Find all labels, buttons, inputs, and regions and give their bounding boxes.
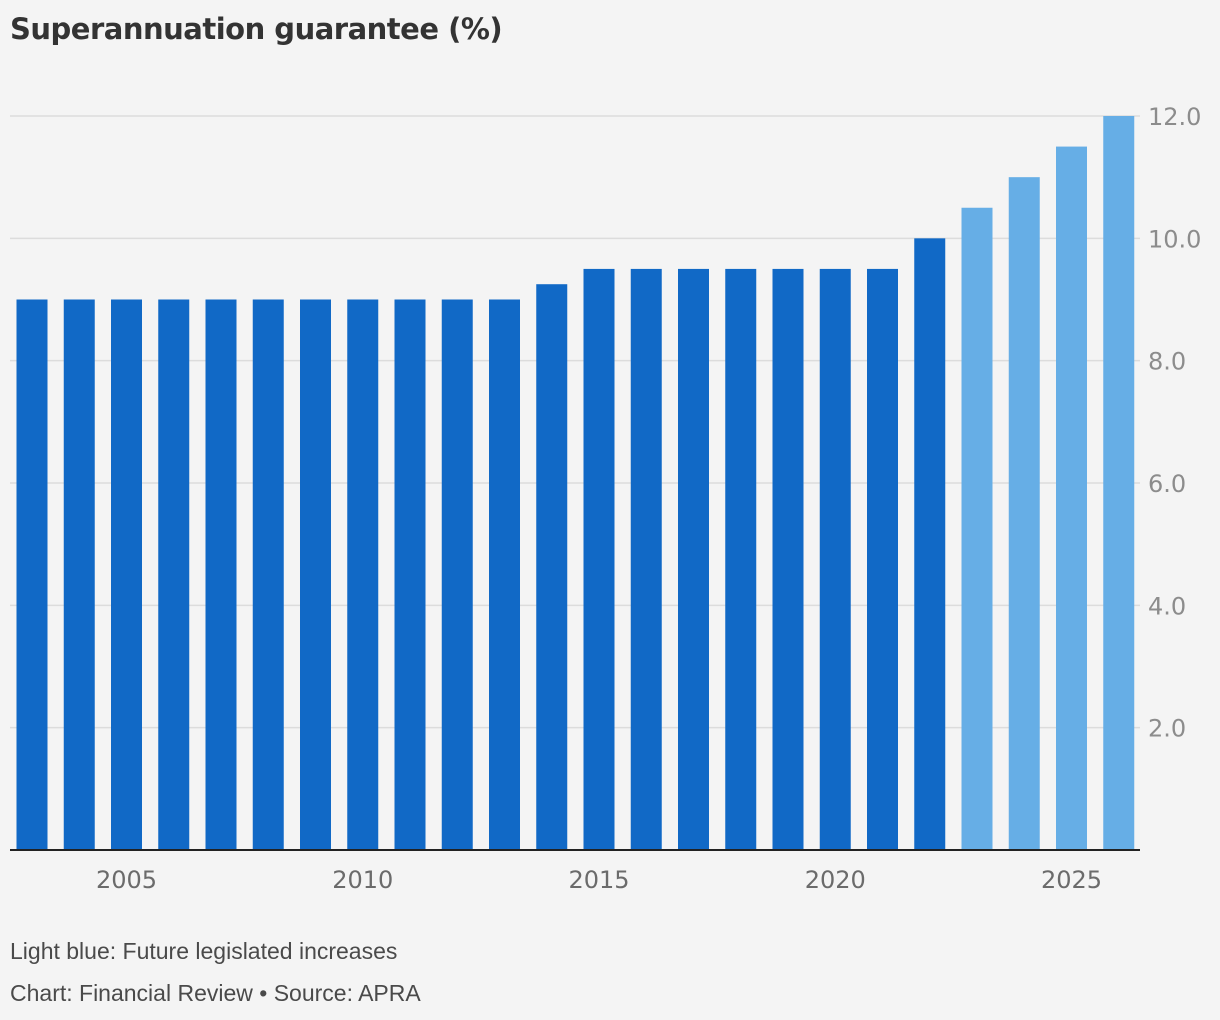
bar bbox=[489, 299, 520, 850]
bar bbox=[16, 299, 48, 850]
bar bbox=[205, 299, 237, 850]
y-tick-label: 6.0 bbox=[1148, 470, 1186, 498]
y-tick-label: 10.0 bbox=[1148, 225, 1201, 253]
bar bbox=[1056, 146, 1087, 851]
bar-chart: 2.0 4.0 6.0 8.0 10.0 12.0 2005 2010 2015 2020 2025 bbox=[10, 103, 1201, 894]
bar bbox=[725, 268, 757, 851]
bar bbox=[1103, 116, 1135, 850]
bar bbox=[158, 299, 190, 850]
bar bbox=[441, 299, 473, 850]
bar bbox=[394, 299, 426, 850]
bar bbox=[536, 284, 568, 850]
y-tick-label: 12.0 bbox=[1148, 103, 1201, 131]
bar bbox=[583, 268, 615, 851]
bar bbox=[961, 207, 993, 850]
y-tick-label: 8.0 bbox=[1148, 348, 1186, 376]
bar bbox=[300, 299, 331, 850]
bar bbox=[1008, 177, 1040, 850]
legend-note: Light blue: Future legislated increases bbox=[10, 938, 398, 964]
x-tick-label: 2005 bbox=[96, 866, 157, 894]
x-tick-label: 2015 bbox=[568, 866, 629, 894]
bar bbox=[630, 268, 662, 851]
bar bbox=[772, 268, 804, 851]
bar bbox=[347, 299, 379, 850]
bar bbox=[914, 238, 946, 851]
bar bbox=[819, 268, 851, 851]
x-tick-label: 2010 bbox=[332, 866, 393, 894]
x-tick-label: 2025 bbox=[1041, 866, 1102, 894]
source-credit: Chart: Financial Review • Source: APRA bbox=[10, 980, 421, 1006]
y-tick-label: 2.0 bbox=[1148, 715, 1186, 743]
bar bbox=[678, 268, 709, 851]
bar bbox=[111, 299, 142, 850]
bar bbox=[867, 268, 898, 851]
y-tick-label: 4.0 bbox=[1148, 592, 1186, 620]
bar bbox=[63, 299, 95, 850]
chart-title: Superannuation guarantee (%) bbox=[10, 12, 503, 46]
bar bbox=[252, 299, 284, 850]
x-tick-label: 2020 bbox=[805, 866, 866, 894]
